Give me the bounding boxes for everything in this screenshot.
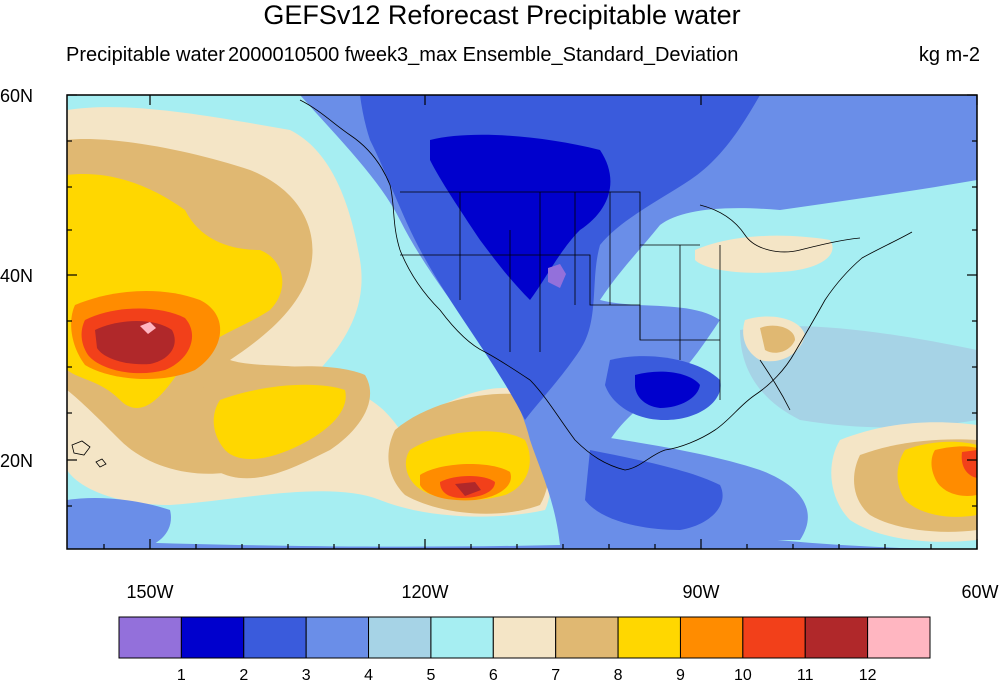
colorbar-swatch bbox=[305, 616, 370, 659]
colorbar-swatch bbox=[243, 616, 307, 659]
colorbar-swatch bbox=[492, 616, 557, 659]
units-label: kg m-2 bbox=[918, 44, 980, 66]
precip-water-std-contours bbox=[67, 95, 977, 549]
lon-label-90w: 90W bbox=[682, 582, 719, 602]
colorbar-swatch bbox=[368, 616, 432, 659]
run-description: 2000010500 fweek3_max Ensemble_Standard_… bbox=[228, 44, 739, 66]
lon-label-60w: 60W bbox=[961, 582, 998, 602]
colorbar-swatch bbox=[118, 616, 182, 659]
lon-label-120w: 120W bbox=[401, 582, 448, 602]
colorbar-swatch bbox=[430, 616, 494, 659]
colorbar-swatch bbox=[617, 616, 681, 659]
colorbar-label: 2 bbox=[239, 667, 248, 684]
colorbar-label: 5 bbox=[426, 667, 435, 684]
colorbar-label: 8 bbox=[614, 667, 623, 684]
colorbar-label: 1 bbox=[177, 667, 186, 684]
colorbar-swatch bbox=[867, 616, 931, 659]
colorbar-label: 4 bbox=[364, 667, 373, 684]
colorbar-swatch bbox=[742, 616, 806, 659]
lon-label-150w: 150W bbox=[126, 582, 173, 602]
colorbar-swatch bbox=[180, 616, 245, 659]
colorbar-swatch bbox=[804, 616, 869, 659]
lat-label-60n: 60N bbox=[0, 86, 33, 106]
map-frame bbox=[66, 94, 978, 550]
colorbar-label: 7 bbox=[551, 667, 560, 684]
colorbar-swatch bbox=[555, 616, 619, 659]
variable-label: Precipitable water bbox=[66, 44, 225, 66]
colorbar-label: 6 bbox=[489, 667, 498, 684]
colorbar-swatch bbox=[679, 616, 744, 659]
colorbar: 1 2 3 4 5 6 7 8 9 10 11 12 bbox=[118, 616, 931, 684]
map-title: GEFSv12 Reforecast Precipitable water bbox=[263, 0, 741, 30]
coastline-outlines bbox=[71, 99, 913, 471]
lat-label-40n: 40N bbox=[0, 266, 33, 286]
colorbar-label: 10 bbox=[734, 667, 752, 684]
colorbar-label: 3 bbox=[302, 667, 311, 684]
colorbar-label: 12 bbox=[859, 667, 877, 684]
lat-label-20n: 20N bbox=[0, 451, 33, 471]
colorbar-label: 11 bbox=[797, 667, 814, 684]
colorbar-label: 9 bbox=[676, 667, 685, 684]
